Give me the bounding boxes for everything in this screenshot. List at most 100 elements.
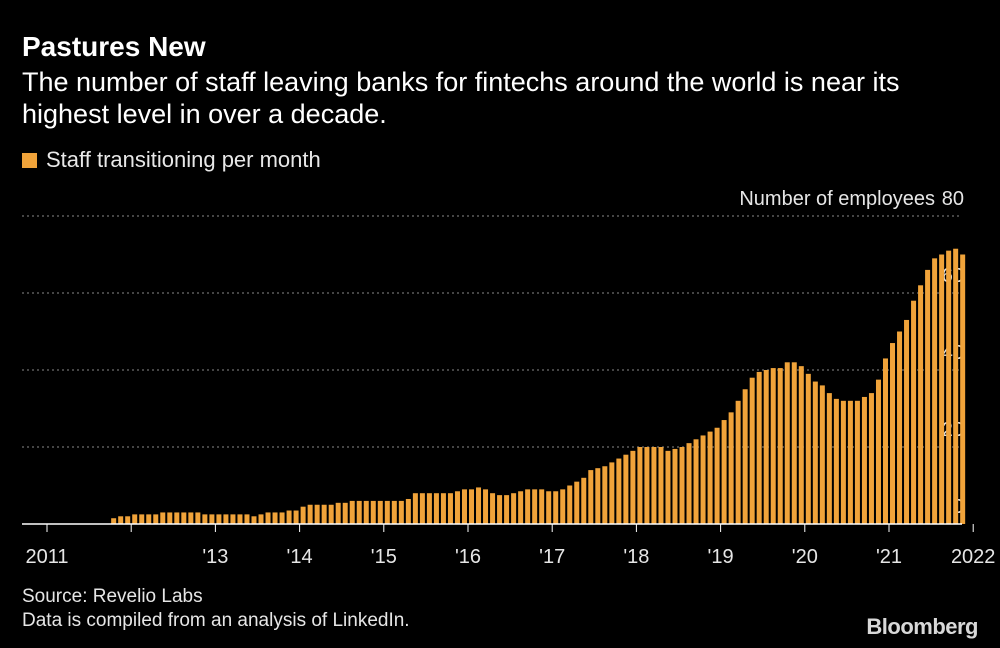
y-tick-label: 80 — [942, 188, 964, 210]
bar — [763, 370, 769, 524]
bar — [356, 500, 362, 524]
bar — [483, 489, 489, 524]
bar — [623, 454, 629, 524]
bar — [251, 516, 257, 524]
bar — [546, 491, 552, 524]
bar — [812, 381, 818, 524]
bar — [258, 514, 264, 525]
x-tick-label: '21 — [876, 546, 902, 568]
x-tick-label: 2011 — [25, 546, 68, 568]
bar — [181, 512, 187, 524]
bar — [188, 512, 194, 524]
footer: Source: Revelio Labs Data is compiled fr… — [22, 585, 410, 633]
bar — [616, 458, 622, 524]
bar — [854, 400, 860, 524]
bar — [805, 373, 811, 524]
bar — [195, 512, 201, 524]
bar — [293, 510, 299, 524]
bar — [602, 466, 608, 524]
bar — [595, 468, 601, 524]
legend: Staff transitioning per month — [22, 147, 321, 173]
bar — [819, 385, 825, 524]
y-axis-label: Number of employees — [739, 188, 935, 210]
bar — [300, 506, 306, 524]
bar — [749, 377, 755, 524]
bar — [932, 258, 938, 524]
bar — [826, 393, 832, 524]
bar — [518, 491, 524, 524]
bar — [153, 514, 159, 525]
bar — [946, 250, 952, 524]
bar — [728, 412, 734, 524]
bar — [742, 389, 748, 524]
bar — [307, 504, 313, 524]
bar — [658, 447, 664, 524]
bar — [314, 504, 320, 524]
bar — [609, 462, 615, 524]
bar — [160, 512, 166, 524]
bar — [918, 285, 924, 524]
bar — [391, 500, 397, 524]
bar — [461, 489, 467, 524]
bar — [847, 400, 853, 524]
bar — [784, 362, 790, 524]
bar — [476, 487, 482, 524]
bar — [721, 420, 727, 524]
bar — [223, 514, 229, 525]
x-tick-label: '14 — [287, 546, 313, 568]
bar — [321, 504, 327, 524]
bar — [693, 439, 699, 524]
bar — [679, 447, 685, 524]
bar — [833, 398, 839, 525]
bar — [840, 400, 846, 524]
bar — [791, 362, 797, 524]
bar — [630, 450, 636, 524]
bar — [770, 368, 776, 524]
bar — [882, 358, 888, 524]
bar — [237, 514, 243, 525]
bar — [574, 481, 580, 524]
bar — [216, 514, 222, 525]
bar — [925, 269, 931, 524]
bar — [581, 477, 587, 524]
chart-subtitle: The number of staff leaving banks for fi… — [22, 67, 900, 129]
bar — [539, 489, 545, 524]
bar — [644, 447, 650, 524]
bar — [553, 491, 559, 524]
bar — [265, 512, 271, 524]
bar — [525, 489, 531, 524]
bar — [588, 470, 594, 524]
x-tick-label: '13 — [202, 546, 228, 568]
bar — [798, 366, 804, 524]
bar — [560, 489, 566, 524]
bar — [637, 447, 643, 524]
bar — [286, 510, 292, 524]
x-tick-label: '15 — [371, 546, 397, 568]
bar — [504, 495, 510, 525]
bar — [735, 400, 741, 524]
bar — [861, 396, 867, 524]
bar — [384, 500, 390, 524]
x-tick-label: '17 — [539, 546, 565, 568]
bar — [342, 502, 348, 524]
bloomberg-logo: Bloomberg — [866, 614, 978, 639]
x-tick-label: '16 — [455, 546, 481, 568]
bar — [174, 512, 180, 524]
legend-label: Staff transitioning per month — [46, 147, 321, 172]
source-note: Source: Revelio Labs — [22, 586, 203, 607]
x-tick-label: '18 — [623, 546, 649, 568]
bar — [897, 331, 903, 524]
bar — [756, 371, 762, 524]
bar — [511, 493, 517, 524]
bar — [960, 254, 966, 524]
bar — [707, 431, 713, 524]
bar — [440, 493, 446, 524]
bar — [875, 379, 881, 525]
bar — [454, 491, 460, 524]
bar — [244, 514, 250, 525]
chart-title: Pastures New — [22, 31, 206, 62]
x-tick-label: '19 — [708, 546, 734, 568]
bar — [279, 512, 285, 524]
bar — [904, 319, 910, 524]
